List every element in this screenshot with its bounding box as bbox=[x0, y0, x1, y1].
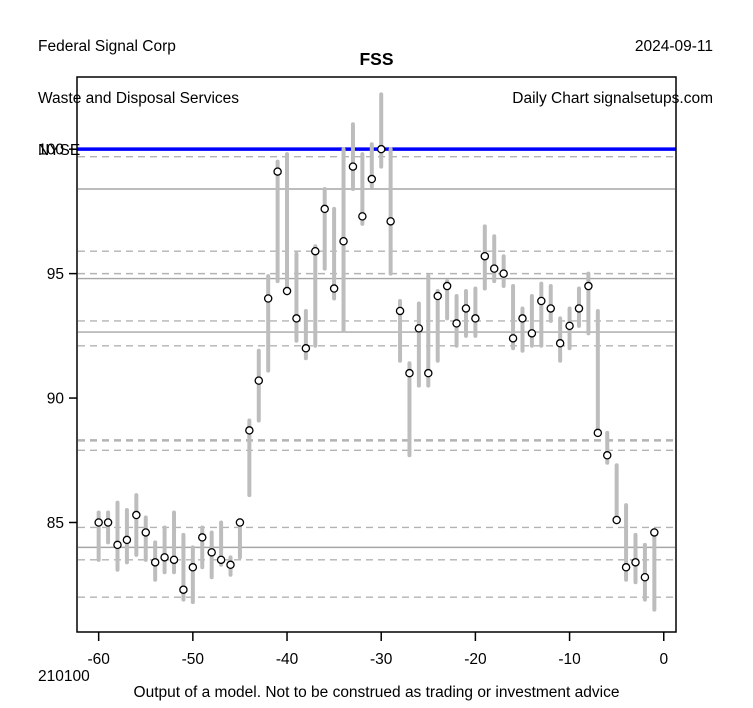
price-close-marker bbox=[226, 560, 235, 570]
price-close-marker bbox=[471, 314, 480, 323]
header-left: Federal Signal Corp Waste and Disposal S… bbox=[38, 3, 239, 177]
price-close-marker bbox=[442, 281, 452, 291]
price-close-marker bbox=[631, 558, 640, 567]
x-axis-label: 0 bbox=[659, 651, 668, 668]
price-close-marker bbox=[602, 451, 612, 460]
price-close-marker bbox=[160, 553, 169, 562]
price-close-marker bbox=[489, 264, 499, 273]
price-close-marker bbox=[103, 518, 113, 527]
price-close-marker bbox=[452, 319, 461, 328]
price-close-marker bbox=[94, 518, 103, 527]
price-close-marker bbox=[461, 304, 471, 313]
price-close-marker bbox=[480, 251, 490, 261]
price-close-marker bbox=[348, 162, 358, 171]
price-close-marker bbox=[565, 321, 574, 331]
price-close-marker bbox=[508, 334, 518, 343]
price-close-marker bbox=[311, 246, 320, 256]
x-axis-label: -60 bbox=[87, 651, 110, 668]
price-close-marker bbox=[282, 286, 292, 296]
x-axis-label: -40 bbox=[276, 651, 299, 668]
price-close-marker bbox=[301, 344, 311, 353]
price-close-marker bbox=[640, 572, 650, 582]
price-close-marker bbox=[367, 174, 377, 184]
y-axis-label: 100 bbox=[38, 142, 64, 159]
price-close-marker bbox=[198, 533, 207, 542]
price-close-marker bbox=[358, 212, 367, 221]
x-axis-label: -30 bbox=[370, 651, 393, 668]
price-close-marker bbox=[574, 304, 584, 313]
price-close-marker bbox=[386, 217, 395, 226]
price-close-marker bbox=[216, 555, 226, 565]
price-close-marker bbox=[122, 535, 132, 545]
y-axis-label: 90 bbox=[47, 391, 65, 408]
price-close-marker bbox=[329, 284, 339, 293]
chart-date: 2024-09-11 bbox=[634, 37, 713, 55]
x-axis-label: -50 bbox=[182, 651, 205, 668]
price-close-marker bbox=[621, 563, 631, 572]
x-axis-label: -20 bbox=[464, 651, 487, 668]
price-close-marker bbox=[150, 558, 160, 567]
price-close-marker bbox=[207, 548, 216, 557]
price-close-marker bbox=[263, 294, 273, 303]
price-close-marker bbox=[433, 291, 442, 301]
price-close-marker bbox=[650, 528, 659, 537]
chart-title: FSS bbox=[359, 49, 394, 69]
price-close-marker bbox=[235, 518, 245, 527]
price-close-marker bbox=[376, 144, 386, 154]
price-close-marker bbox=[518, 314, 527, 323]
price-close-marker bbox=[273, 167, 282, 176]
price-close-marker bbox=[584, 281, 593, 291]
price-close-marker bbox=[169, 555, 179, 565]
price-close-marker bbox=[254, 376, 264, 385]
price-close-marker bbox=[179, 585, 188, 594]
exchange-name: NYSE bbox=[38, 142, 81, 160]
price-close-marker bbox=[612, 515, 621, 525]
price-close-marker bbox=[499, 269, 508, 278]
y-axis-label: 85 bbox=[47, 515, 64, 532]
price-close-marker bbox=[141, 528, 151, 537]
price-close-marker bbox=[320, 204, 329, 214]
price-close-marker bbox=[527, 329, 537, 338]
industry-name: Waste and Disposal Services bbox=[38, 90, 240, 108]
price-close-marker bbox=[292, 314, 301, 323]
header-right: 2024-09-11 Daily Chart signalsetups.com bbox=[512, 3, 713, 125]
company-name: Federal Signal Corp bbox=[38, 37, 176, 55]
disclaimer-text: Output of a model. Not to be construed a… bbox=[133, 684, 620, 701]
plot-border bbox=[76, 76, 677, 633]
price-close-marker bbox=[113, 540, 122, 550]
price-close-marker bbox=[339, 237, 348, 246]
y-axis-label: 95 bbox=[47, 266, 64, 283]
price-close-marker bbox=[245, 426, 254, 435]
price-close-marker bbox=[593, 428, 603, 438]
price-close-marker bbox=[405, 368, 414, 378]
price-close-marker bbox=[188, 563, 198, 572]
price-close-marker bbox=[395, 306, 405, 316]
price-close-marker bbox=[132, 510, 141, 520]
price-close-marker bbox=[537, 296, 546, 306]
footer-code: 210100 bbox=[38, 668, 90, 685]
price-close-marker bbox=[546, 304, 555, 313]
chart-source: Daily Chart signalsetups.com bbox=[512, 90, 713, 108]
price-close-marker bbox=[555, 339, 565, 348]
price-close-marker bbox=[414, 324, 424, 333]
x-axis-label: -10 bbox=[558, 651, 581, 668]
price-close-marker bbox=[424, 368, 433, 378]
